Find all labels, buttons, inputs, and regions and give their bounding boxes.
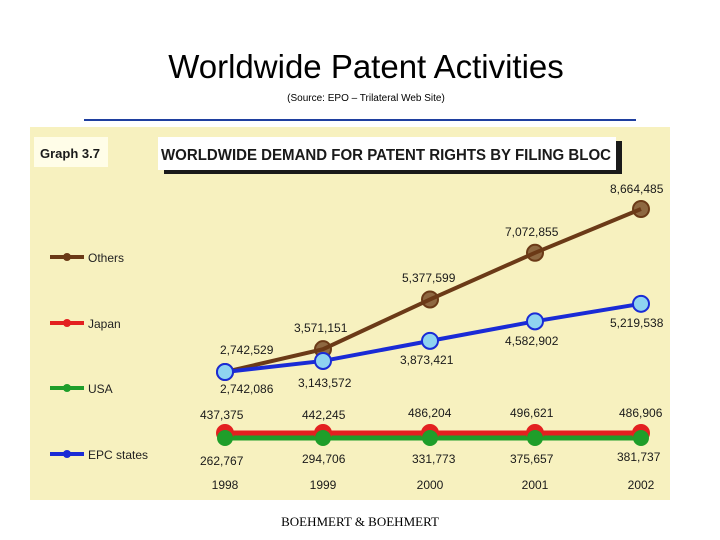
x-tick-label-1999: 1999 (310, 478, 337, 492)
point-usa-2000 (422, 430, 438, 446)
data-label-epc-states-2000: 3,873,421 (400, 353, 454, 367)
line-chart: Graph 3.7 WORLDWIDE DEMAND FOR PATENT RI… (34, 137, 664, 492)
legend-marker-epc (63, 450, 71, 458)
slide-title: Worldwide Patent Activities (168, 48, 564, 85)
data-label-japan-2002: 486,906 (619, 406, 663, 420)
chart-title-box (158, 137, 616, 170)
point-epc-states-1999 (314, 351, 332, 370)
x-tick-label-2002: 2002 (628, 478, 655, 492)
point-usa-2002 (633, 430, 649, 446)
legend-label-japan: Japan (88, 317, 121, 331)
data-label-others-2000: 5,377,599 (402, 271, 456, 285)
legend-label-usa: USA (88, 382, 113, 396)
graph-label: Graph 3.7 (40, 146, 100, 161)
x-tick-label-2000: 2000 (417, 478, 444, 492)
data-label-japan-2001: 496,621 (510, 406, 554, 420)
data-label-epc-states-1999: 3,143,572 (298, 376, 352, 390)
data-label-others-1998: 2,742,529 (220, 343, 274, 357)
footer-text: BOEHMERT & BOEHMERT (281, 514, 439, 529)
data-label-epc-states-2001: 4,582,902 (505, 334, 559, 348)
point-usa-1999 (315, 430, 331, 446)
point-epc-states-2000 (421, 331, 439, 350)
point-others-2002 (632, 200, 650, 218)
x-axis-ticks: 1998 1999 2000 2001 2002 (212, 478, 655, 492)
data-label-others-2002: 8,664,485 (610, 182, 664, 196)
series-points (216, 200, 650, 446)
data-label-usa-1999: 294,706 (302, 452, 346, 466)
legend-marker-others (63, 253, 71, 261)
legend-label-others: Others (88, 251, 124, 265)
point-others-2000 (421, 290, 439, 309)
data-label-epc-states-2002: 5,219,538 (610, 316, 664, 330)
legend-marker-usa (63, 384, 71, 392)
data-labels: 2,742,529 3,571,151 5,377,599 7,072,855 8,66… (200, 182, 664, 468)
point-epc-states-2002 (632, 294, 650, 313)
graph-label-box (34, 137, 108, 167)
point-usa-2001 (527, 430, 543, 446)
legend-marker-japan (63, 319, 71, 327)
data-label-japan-1998: 437,375 (200, 408, 244, 422)
data-label-epc-states-1998: 2,742,086 (220, 382, 274, 396)
legend: Others Japan USA EPC states (50, 251, 148, 462)
chart-panel: Graph 3.7 WORLDWIDE DEMAND FOR PATENT RI… (30, 127, 670, 500)
data-label-usa-2002: 381,737 (617, 450, 661, 464)
data-label-usa-2000: 331,773 (412, 452, 456, 466)
data-label-others-1999: 3,571,151 (294, 321, 348, 335)
point-usa-1998 (217, 430, 233, 446)
data-label-japan-2000: 486,204 (408, 406, 452, 420)
data-label-others-2001: 7,072,855 (505, 225, 559, 239)
data-label-usa-2001: 375,657 (510, 452, 554, 466)
data-label-japan-1999: 442,245 (302, 408, 346, 422)
point-epc-states-2001 (526, 312, 544, 331)
point-epc-states-1998 (216, 363, 234, 381)
series-lines (224, 207, 642, 441)
title-divider (84, 119, 636, 121)
chart-title: WORLDWIDE DEMAND FOR PATENT RIGHTS BY FI… (161, 147, 611, 164)
slide-subtitle: (Source: EPO – Trilateral Web Site) (287, 93, 445, 104)
x-tick-label-1998: 1998 (212, 478, 239, 492)
point-others-2001 (526, 243, 544, 262)
legend-label-epc: EPC states (88, 448, 148, 462)
x-tick-label-2001: 2001 (522, 478, 549, 492)
data-label-usa-1998: 262,767 (200, 454, 244, 468)
